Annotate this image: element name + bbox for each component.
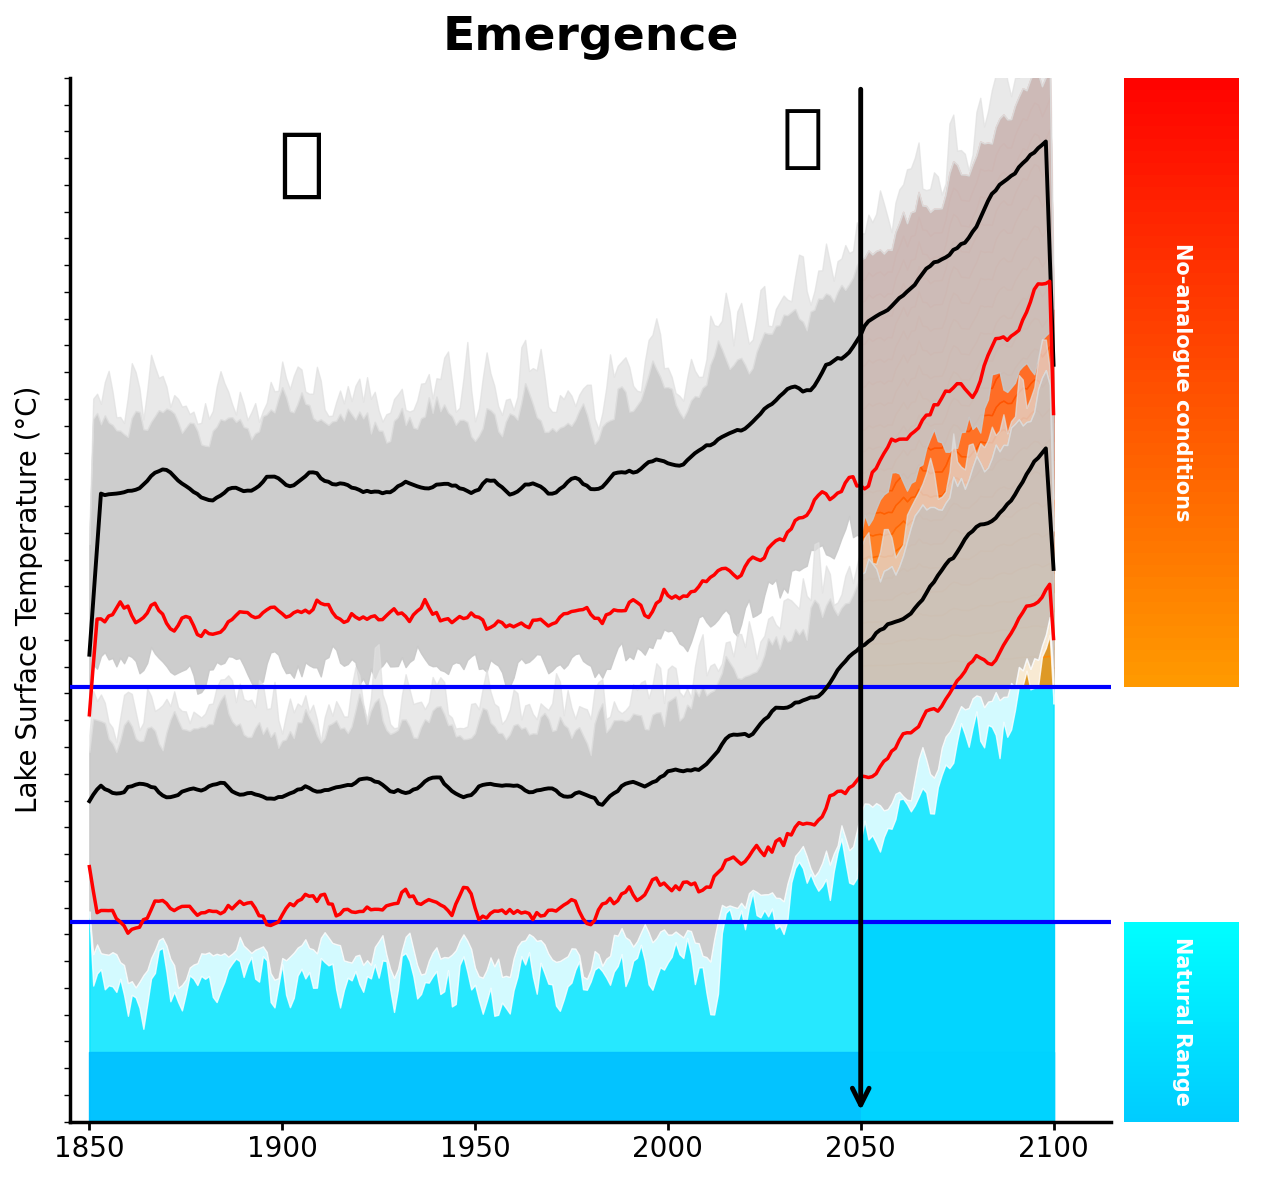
Text: 🐟: 🐟 — [279, 127, 324, 201]
Y-axis label: Lake Surface Temperature (°C): Lake Surface Temperature (°C) — [15, 386, 44, 814]
Text: 🦎: 🦎 — [782, 105, 824, 172]
Title: Emergence: Emergence — [443, 15, 739, 60]
Text: Natural Range: Natural Range — [1171, 938, 1192, 1106]
Text: No-analogue conditions: No-analogue conditions — [1171, 243, 1192, 522]
